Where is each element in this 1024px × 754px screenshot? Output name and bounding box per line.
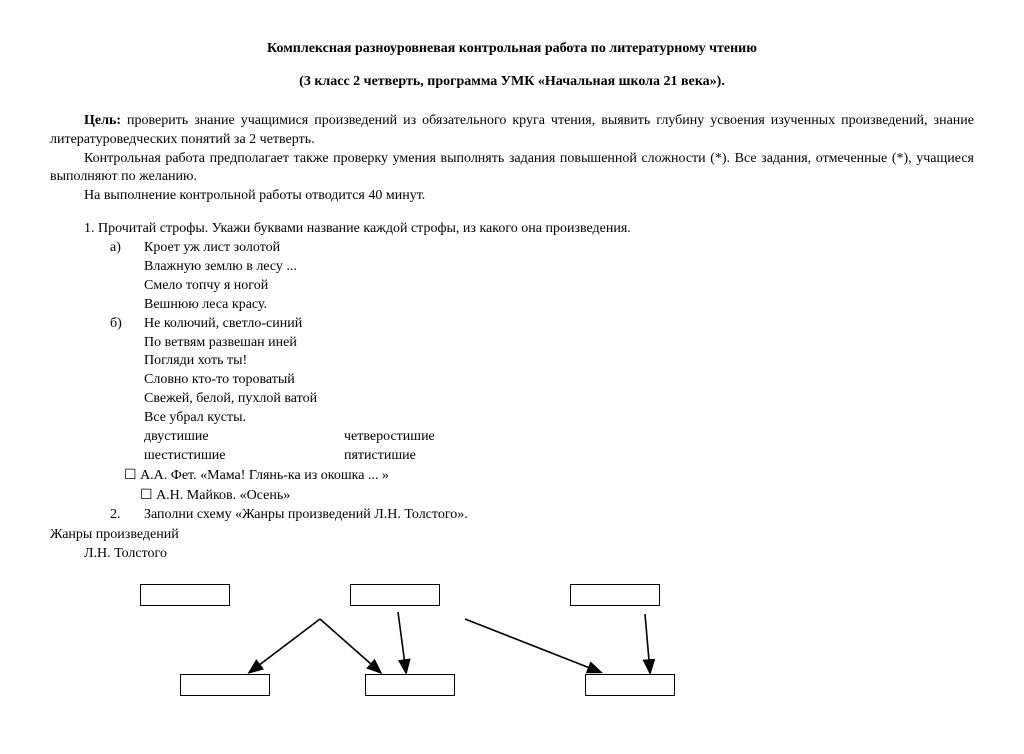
author-1-text: А.А. Фет. «Мама! Глянь-ка из окошка ... …: [137, 468, 389, 483]
opt-3: шестистишие: [144, 447, 344, 466]
line-a4: Вешнюю леса красу.: [144, 296, 974, 315]
opt-2: четверостишие: [344, 429, 435, 444]
opt-1: двустишие: [144, 428, 344, 447]
diagram-arrow: [465, 619, 600, 672]
genre-head-2: Л.Н. Толстого: [84, 545, 974, 564]
q2-text: Заполни схему «Жанры произведений Л.Н. Т…: [144, 507, 468, 522]
goal-para: Цель: проверить знание учащимися произве…: [50, 112, 974, 150]
line-b3: Погляди хоть ты!: [144, 352, 974, 371]
para-2: Контрольная работа предполагает также пр…: [50, 150, 974, 188]
line-a1: Кроет уж лист золотой: [144, 240, 280, 255]
checkbox-icon[interactable]: ☐: [124, 467, 137, 483]
para-3: На выполнение контрольной работы отводит…: [50, 187, 974, 206]
q2-num: 2.: [110, 506, 144, 525]
question-1: 1. Прочитай строфы. Укажи буквами назван…: [50, 220, 974, 239]
line-b2: По ветвям развешан иней: [144, 334, 974, 353]
line-b4: Словно кто-то тороватый: [144, 371, 974, 390]
checkbox-icon[interactable]: ☐: [140, 487, 153, 503]
author-2-text: А.Н. Майков. «Осень»: [153, 488, 291, 503]
line-b1: Не колючий, светло-синий: [144, 316, 302, 331]
diagram-box: [365, 674, 455, 696]
options-row1: двустишиечетверостишие: [144, 428, 974, 447]
genre-head-1: Жанры произведений: [50, 526, 974, 545]
diagram-box: [585, 674, 675, 696]
author-opt-2: ☐ А.Н. Майков. «Осень»: [140, 486, 974, 506]
stanza-b: б)Не колючий, светло-синий По ветвям раз…: [110, 315, 974, 428]
diagram-arrow: [398, 612, 406, 672]
line-a2: Влажную землю в лесу ...: [144, 258, 974, 277]
goal-text: проверить знание учащимися произведений …: [50, 113, 974, 147]
diagram-arrow: [250, 619, 320, 672]
goal-label: Цель:: [84, 113, 121, 128]
stanza-a: а)Кроет уж лист золотой Влажную землю в …: [110, 239, 974, 315]
diagram-box: [570, 584, 660, 606]
doc-title: Комплексная разноуровневая контрольная р…: [50, 40, 974, 59]
opt-4: пятистишие: [344, 448, 416, 463]
doc-subtitle: (3 класс 2 четверть, программа УМК «Нача…: [50, 73, 974, 92]
label-b: б): [110, 315, 144, 334]
diagram-arrow: [320, 619, 380, 672]
options-row2: шестистишиепятистишие: [144, 447, 974, 466]
diagram-box: [140, 584, 230, 606]
line-b6: Все убрал кусты.: [144, 409, 974, 428]
line-b5: Свежей, белой, пухлой ватой: [144, 390, 974, 409]
genre-diagram: [90, 574, 974, 734]
question-2: 2.Заполни схему «Жанры произведений Л.Н.…: [110, 506, 974, 525]
diagram-arrow: [645, 614, 650, 672]
author-opt-1: ☐ А.А. Фет. «Мама! Глянь-ка из окошка ..…: [124, 466, 974, 486]
line-a3: Смело топчу я ногой: [144, 277, 974, 296]
label-a: а): [110, 239, 144, 258]
diagram-box: [350, 584, 440, 606]
diagram-box: [180, 674, 270, 696]
